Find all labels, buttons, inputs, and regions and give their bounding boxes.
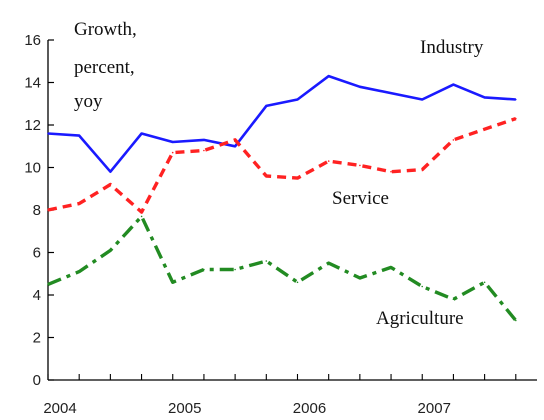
- data-point-industry: [421, 98, 424, 101]
- data-point-service: [109, 183, 112, 186]
- data-point-agriculture: [47, 283, 49, 286]
- data-point-service: [47, 209, 49, 211]
- data-point-industry: [452, 83, 455, 86]
- series-layer: [47, 74, 518, 322]
- series-label-agriculture: Agriculture: [376, 308, 464, 329]
- data-point-agriculture: [296, 281, 299, 284]
- data-point-agriculture: [109, 249, 112, 252]
- data-point-service: [327, 160, 330, 162]
- data-point-agriculture: [452, 298, 455, 301]
- y-tick-label: 0: [33, 372, 41, 389]
- data-point-service: [452, 139, 455, 141]
- series-label-industry: Industry: [420, 37, 484, 58]
- axes: 0 2 4 6 8 10 12 14 16 2004 2005 2006 2007: [24, 32, 537, 417]
- data-point-service: [234, 139, 236, 141]
- data-point-service: [265, 175, 268, 177]
- y-axis-label-line-1: Growth,: [74, 19, 137, 40]
- data-point-industry: [390, 92, 392, 94]
- data-point-agriculture: [359, 277, 361, 279]
- data-point-industry: [171, 141, 174, 143]
- data-point-agriculture: [390, 266, 392, 269]
- y-axis-label-line-3: yoy: [74, 91, 103, 112]
- y-tick-label: 10: [24, 160, 41, 177]
- data-point-agriculture: [78, 270, 80, 273]
- data-point-agriculture: [483, 281, 486, 284]
- data-point-industry: [109, 170, 112, 173]
- data-point-industry: [265, 105, 268, 107]
- data-point-service: [140, 211, 143, 213]
- y-axis-label-line-2: percent,: [74, 57, 135, 78]
- data-point-industry: [203, 139, 205, 141]
- data-point-industry: [47, 132, 49, 135]
- data-point-agriculture: [203, 268, 205, 271]
- data-point-industry: [483, 96, 486, 99]
- data-point-agriculture: [421, 285, 424, 288]
- data-point-service: [483, 128, 486, 130]
- y-tick-label: 6: [33, 245, 41, 262]
- data-point-service: [78, 202, 80, 205]
- data-point-agriculture: [234, 268, 236, 271]
- data-point-service: [515, 117, 517, 120]
- x-tick-label: 2004: [43, 400, 76, 417]
- data-point-industry: [296, 98, 299, 101]
- y-tick-label: 4: [33, 287, 41, 304]
- data-point-service: [203, 149, 205, 152]
- data-point-agriculture: [515, 319, 517, 322]
- data-point-service: [359, 164, 361, 167]
- data-point-service: [171, 151, 174, 154]
- y-tick-label: 12: [24, 117, 41, 134]
- series-label-service: Service: [332, 188, 389, 209]
- data-point-industry: [327, 75, 330, 77]
- labels-layer: Growth, percent, yoy Industry Service Ag…: [74, 19, 484, 329]
- data-point-industry: [515, 98, 517, 101]
- data-point-industry: [359, 86, 361, 88]
- series-line-agriculture: [47, 214, 518, 322]
- data-point-service: [421, 168, 424, 171]
- y-tick-label: 16: [24, 32, 41, 49]
- data-point-industry: [234, 145, 236, 148]
- y-tick-label: 2: [33, 330, 41, 347]
- data-point-service: [296, 177, 299, 179]
- series-line-service: [47, 116, 517, 214]
- data-point-industry: [78, 134, 80, 137]
- x-tick-label: 2005: [168, 400, 201, 417]
- y-tick-label: 14: [24, 75, 41, 92]
- y-tick-label: 8: [33, 202, 41, 219]
- data-point-agriculture: [140, 215, 143, 218]
- data-point-agriculture: [327, 262, 330, 264]
- series-line-industry: [47, 74, 516, 173]
- data-point-service: [390, 170, 392, 173]
- data-point-agriculture: [265, 260, 268, 262]
- x-tick-label: 2006: [293, 400, 326, 417]
- data-point-agriculture: [171, 281, 174, 284]
- x-tick-label: 2007: [418, 400, 451, 417]
- data-point-industry: [140, 132, 143, 135]
